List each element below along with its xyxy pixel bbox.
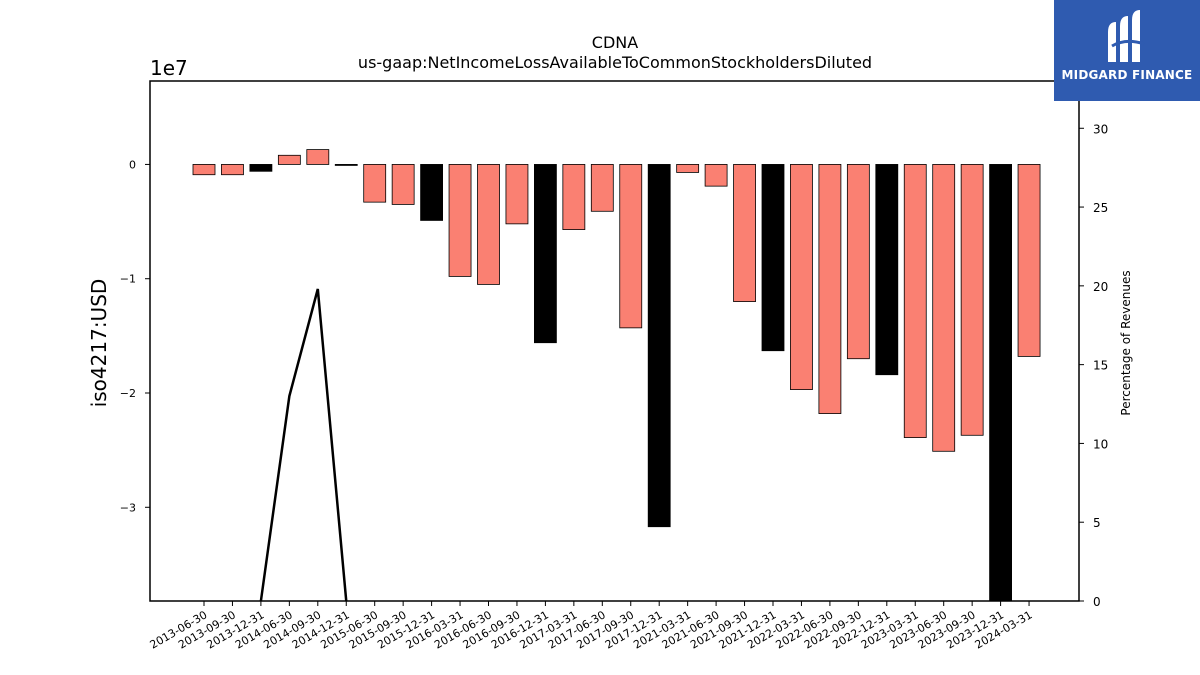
bar-2015-06-30 bbox=[363, 164, 387, 203]
y2-axis-label: Percentage of Revenues bbox=[1119, 270, 1133, 415]
bar-2021-12-31 bbox=[761, 164, 785, 352]
y2-tick-label: 25 bbox=[1093, 201, 1108, 215]
percentage-line bbox=[259, 288, 348, 602]
bar-2015-12-31 bbox=[420, 164, 444, 221]
y-tick-label: 0 bbox=[129, 158, 136, 171]
bar-2021-03-31 bbox=[676, 164, 700, 173]
bar-2023-03-31 bbox=[903, 164, 927, 438]
y-axis-label: iso4217:USD bbox=[87, 279, 111, 408]
bar-2016-09-30 bbox=[505, 164, 529, 225]
y-ticks-group: 0 −1 −2 −3 bbox=[120, 158, 150, 514]
plot-frame bbox=[149, 80, 1080, 602]
y2-ticks-group: 0 5 10 15 20 25 30 bbox=[1079, 122, 1108, 609]
bar-2022-06-30 bbox=[818, 164, 842, 414]
bar-2015-09-30 bbox=[391, 164, 415, 205]
bar-2016-06-30 bbox=[477, 164, 500, 285]
bar-2021-09-30 bbox=[733, 164, 756, 302]
y-tick-label: −1 bbox=[120, 273, 136, 286]
bar-2022-12-31 bbox=[875, 164, 899, 376]
y-tick-label: −2 bbox=[120, 387, 136, 400]
chart-subtitle: us-gaap:NetIncomeLossAvailableToCommonSt… bbox=[358, 53, 872, 72]
midgard-logo-icon bbox=[1108, 10, 1145, 62]
bar-2024-03-31 bbox=[1017, 164, 1041, 357]
bar-2022-03-31 bbox=[790, 164, 813, 390]
bar-2017-12-31 bbox=[647, 164, 671, 528]
bar-2023-12-31 bbox=[989, 164, 1012, 602]
bar-2017-06-30 bbox=[590, 164, 614, 212]
chart-title: CDNA bbox=[592, 33, 638, 52]
bar-2017-03-31 bbox=[562, 164, 586, 230]
y2-tick-label: 20 bbox=[1093, 280, 1108, 294]
bars-group bbox=[192, 149, 1041, 602]
y-tick-label: −3 bbox=[120, 501, 136, 514]
bar-2016-12-31 bbox=[534, 164, 557, 344]
bar-2014-09-30 bbox=[306, 149, 330, 165]
bar-2017-09-30 bbox=[619, 164, 643, 329]
bar-2023-09-30 bbox=[960, 164, 984, 436]
logo-text: MIDGARD FINANCE bbox=[1061, 68, 1193, 82]
y2-tick-label: 5 bbox=[1093, 516, 1101, 530]
bar-2014-12-31 bbox=[334, 164, 358, 166]
x-ticks-group: 2013-06-302013-09-302013-12-312014-06-30… bbox=[148, 601, 1035, 652]
bar-2023-06-30 bbox=[932, 164, 956, 452]
bar-2013-12-31 bbox=[249, 164, 273, 172]
bar-2013-09-30 bbox=[221, 164, 244, 176]
y2-tick-label: 10 bbox=[1093, 437, 1108, 451]
bar-2014-06-30 bbox=[277, 154, 301, 165]
y2-tick-label: 0 bbox=[1093, 595, 1101, 609]
bar-2022-09-30 bbox=[846, 164, 870, 360]
y2-tick-label: 30 bbox=[1093, 122, 1108, 136]
bar-2013-06-30 bbox=[192, 164, 216, 176]
y2-tick-label: 15 bbox=[1093, 359, 1108, 373]
midgard-finance-logo: MIDGARD FINANCE bbox=[1054, 0, 1200, 101]
y-exponent-label: 1e7 bbox=[150, 56, 188, 80]
bar-2016-03-31 bbox=[448, 164, 472, 277]
bar-2021-06-30 bbox=[704, 164, 728, 187]
